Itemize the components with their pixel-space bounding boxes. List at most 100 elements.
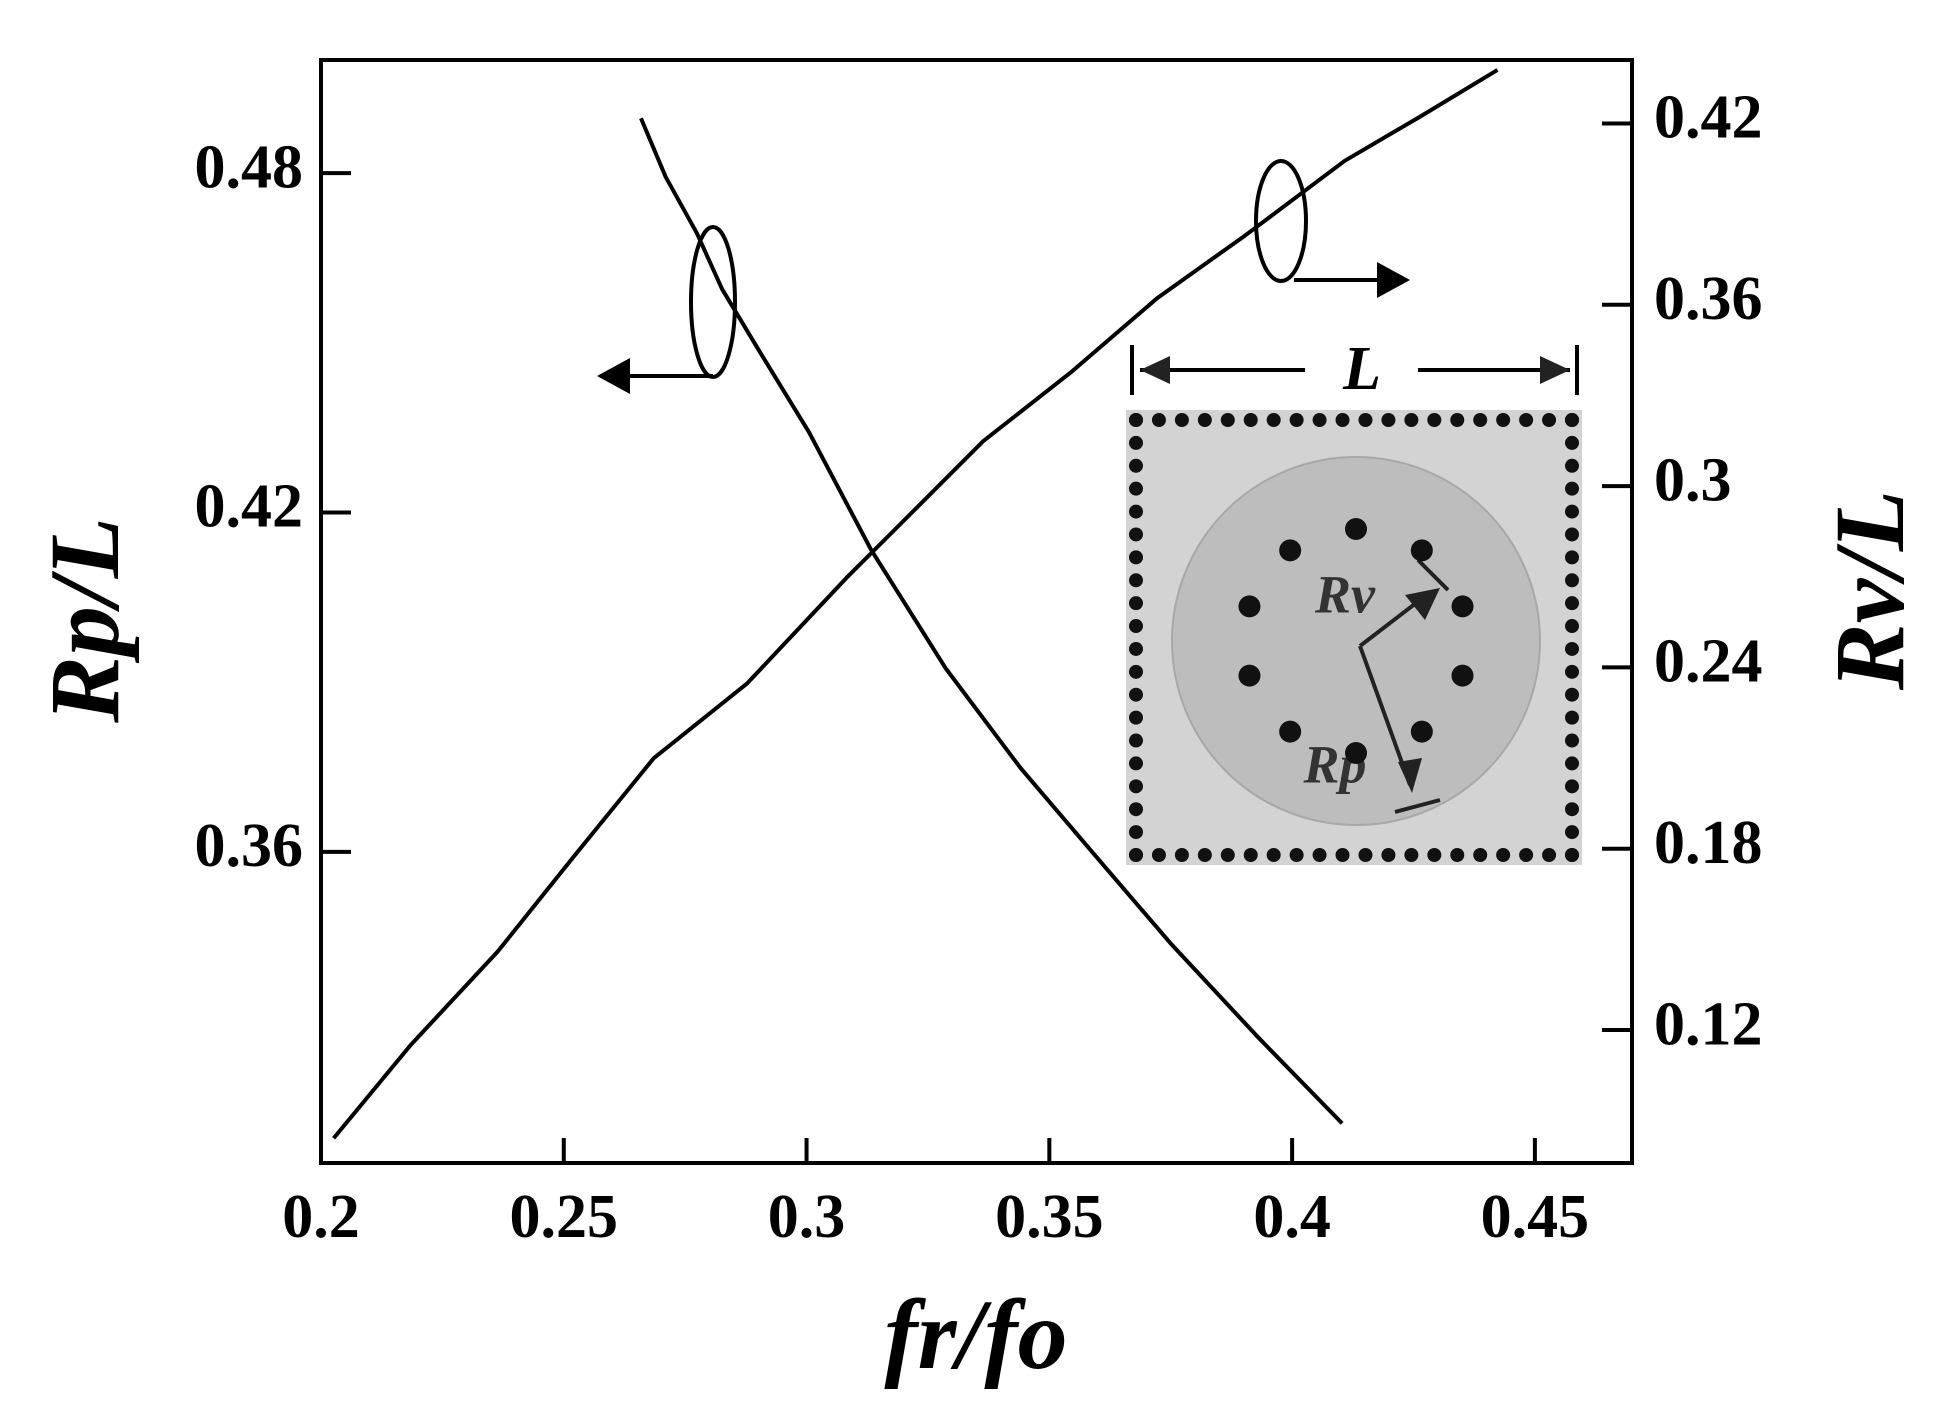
inset-dot	[1129, 596, 1143, 611]
y-tick-label: 0.48	[195, 133, 304, 201]
annotation-markers	[615, 159, 1385, 379]
inset-dot	[1565, 825, 1579, 840]
inset-dot	[1129, 435, 1143, 450]
inset-dot	[1243, 848, 1258, 862]
inset-dot	[1450, 848, 1465, 862]
y-axis-title: Rp/L	[29, 517, 140, 724]
inset-dot	[1289, 413, 1304, 427]
inset-label: Rv	[1314, 564, 1376, 624]
inset-dot	[1151, 848, 1166, 862]
inset-dot	[1358, 413, 1373, 427]
inset-dot	[1565, 458, 1579, 473]
inset-dot	[1129, 710, 1143, 725]
inset-dot	[1565, 687, 1579, 702]
inset-dimension	[1130, 345, 1579, 814]
inset-dot	[1565, 527, 1579, 542]
inset-dot	[1279, 720, 1302, 743]
inset-dot	[1279, 539, 1302, 562]
y2-tick-label: 0.24	[1654, 628, 1763, 696]
inset-dot	[1129, 527, 1143, 542]
x-axis-title: fr/fo	[884, 1279, 1067, 1390]
y-tick-label: 0.42	[195, 473, 304, 541]
inset-dot	[1565, 573, 1579, 588]
y2-tick-label: 0.36	[1654, 265, 1763, 333]
inset-dot	[1404, 413, 1419, 427]
inset-dot	[1129, 481, 1143, 496]
inset-dot	[1335, 848, 1350, 862]
inset-dot	[1266, 413, 1281, 427]
radius-line	[1358, 558, 1450, 814]
inset-dot	[1565, 619, 1579, 634]
x-tick-label: 0.45	[1481, 1183, 1590, 1251]
inset-dot	[1565, 504, 1579, 519]
inset-dot	[1450, 413, 1465, 427]
x-tick-label: 0.3	[768, 1183, 846, 1251]
inset-dot	[1565, 664, 1579, 679]
inset-dot	[1266, 848, 1281, 862]
inset-dot	[1220, 848, 1235, 862]
inset-dot	[1220, 413, 1235, 427]
inset-dot	[1238, 664, 1261, 687]
inset-dot	[1473, 413, 1488, 427]
inset-dot	[1335, 413, 1350, 427]
inset-dot	[1174, 413, 1189, 427]
y-tick-label: 0.36	[195, 812, 304, 880]
inset-dot	[1238, 595, 1261, 618]
inset-dot	[1129, 733, 1143, 748]
inset-dot	[1381, 413, 1396, 427]
inset-dot	[1519, 848, 1534, 862]
inset-dot	[1496, 848, 1511, 862]
inset-dot	[1410, 720, 1433, 743]
inset-dot	[1565, 710, 1579, 725]
inset-dot	[1565, 435, 1579, 450]
inset-dot	[1312, 413, 1327, 427]
inset-dot	[1358, 848, 1373, 862]
arrow-head	[1377, 262, 1410, 298]
inset-dot	[1565, 848, 1579, 862]
inset-dot	[1197, 848, 1212, 862]
inset-dot	[1565, 641, 1579, 656]
inset-dot	[1129, 687, 1143, 702]
x-tick-label: 0.2	[282, 1183, 360, 1251]
inset-dot	[1129, 756, 1143, 771]
inset-dot	[1565, 596, 1579, 611]
inset-dot	[1345, 742, 1367, 764]
inset-label: L	[1342, 335, 1381, 403]
inset-dot	[1381, 848, 1396, 862]
inset-dot	[1473, 848, 1488, 862]
inset-dot	[1151, 413, 1166, 427]
inset-dot	[1129, 458, 1143, 473]
series-marker-ellipse	[1254, 159, 1308, 283]
inset-dot	[1129, 779, 1143, 794]
inset-dot	[1129, 413, 1143, 427]
inset-dot	[1129, 825, 1143, 840]
inset-dot	[1542, 848, 1557, 862]
inset-dot	[1410, 539, 1433, 562]
inset-dot	[1243, 413, 1258, 427]
y2-tick-label: 0.3	[1654, 446, 1732, 514]
inset-dot	[1345, 518, 1367, 540]
inset-dot	[1565, 733, 1579, 748]
inset-diagram: L Rv Rp	[1126, 335, 1582, 865]
inset-dot	[1519, 413, 1534, 427]
x-tick-label: 0.35	[995, 1183, 1104, 1251]
y2-tick-label: 0.12	[1654, 990, 1763, 1058]
y2-axis-title: Rv/L	[1814, 490, 1925, 691]
arrow-head	[597, 358, 630, 394]
dimension-line	[1130, 345, 1579, 395]
inset-dot	[1427, 413, 1442, 427]
inset-dot	[1129, 664, 1143, 679]
inset-dot	[1129, 573, 1143, 588]
y2-tick-label: 0.18	[1654, 809, 1763, 877]
inset-dot	[1451, 595, 1474, 618]
inset-dot	[1129, 848, 1143, 862]
inset-dot	[1129, 641, 1143, 656]
inset-dot	[1404, 848, 1419, 862]
inset-dot	[1542, 413, 1557, 427]
inset-dot	[1565, 779, 1579, 794]
inset-dot	[1427, 848, 1442, 862]
x-tick-label: 0.25	[510, 1183, 619, 1251]
inset-dot	[1565, 756, 1579, 771]
y2-tick-label: 0.42	[1654, 84, 1763, 152]
